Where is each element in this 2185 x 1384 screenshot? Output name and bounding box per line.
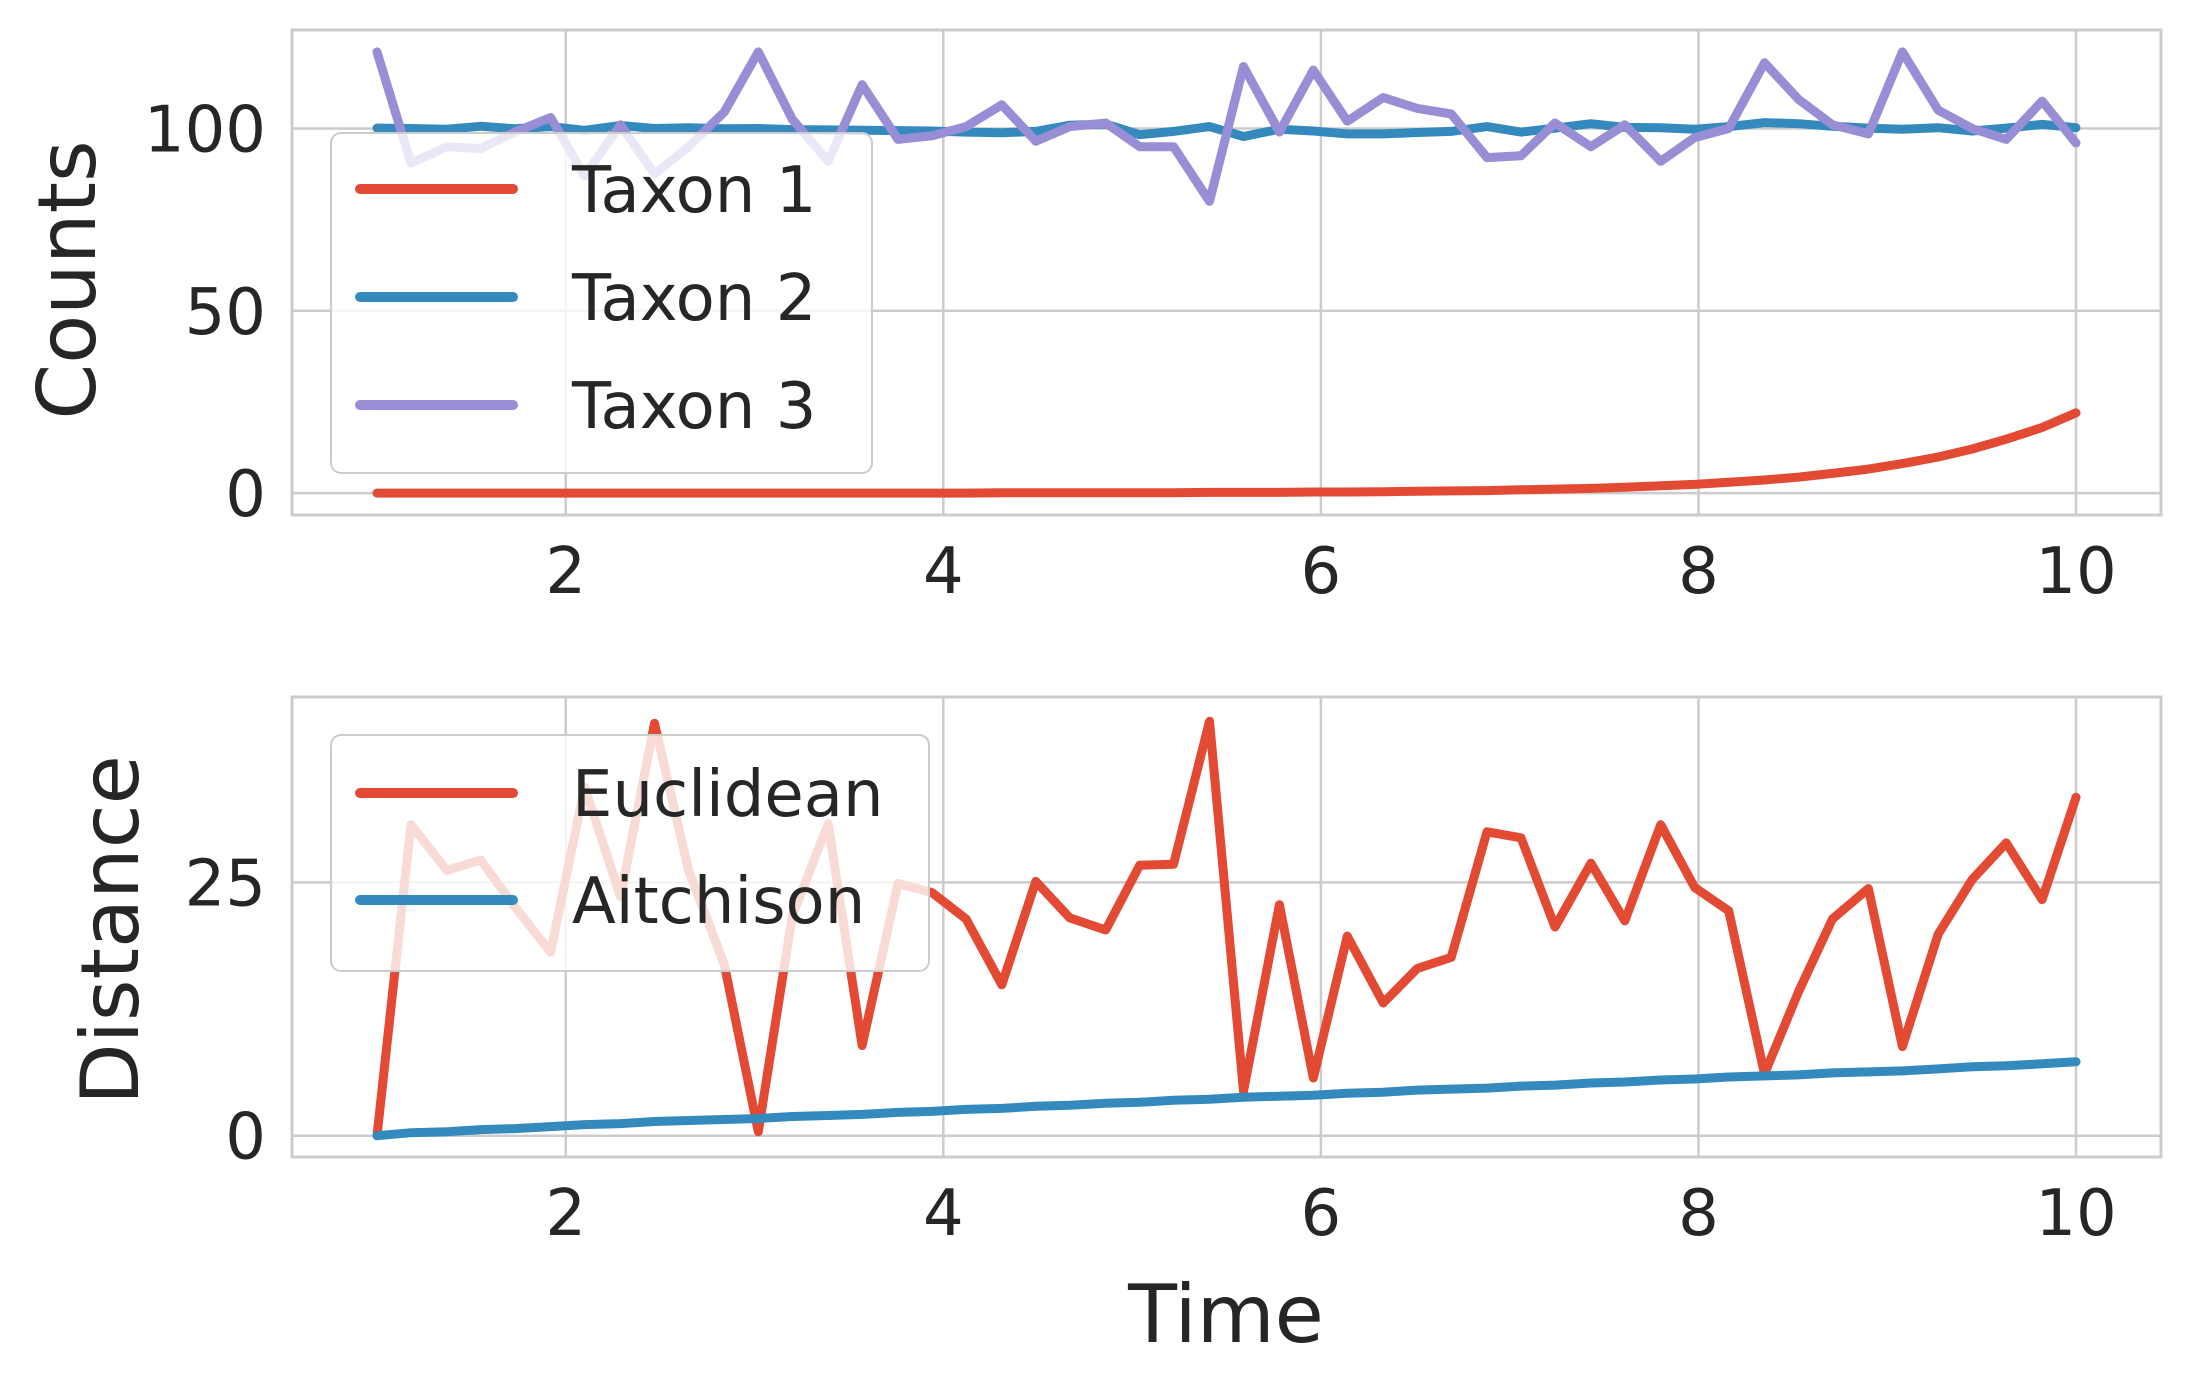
counts-frame xyxy=(290,28,2163,517)
distance-x-tick-label: 4 xyxy=(923,1177,964,1251)
counts-y-tick-label: 50 xyxy=(185,276,266,350)
counts-x-tick-label: 10 xyxy=(2035,535,2116,609)
counts-panel: 2 4 6 8 10 0 50 100 Counts Taxon 1 Taxon 2 Tax… xyxy=(21,28,2163,609)
counts-y-tick-label: 0 xyxy=(225,458,266,532)
counts-x-tick-label: 8 xyxy=(1678,535,1719,609)
legend-label-aitchison: Aitchison xyxy=(572,865,865,939)
distance-y-tick-label: 0 xyxy=(225,1101,266,1175)
legend-label-euclidean: Euclidean xyxy=(572,758,884,832)
legend-label-taxon-3: Taxon 3 xyxy=(571,370,816,444)
counts-x-tick-label: 2 xyxy=(545,535,586,609)
counts-y-tick-label: 100 xyxy=(144,93,266,167)
distance-y-axis-label: Distance xyxy=(64,755,157,1105)
distance-y-ticks: 0 25 xyxy=(185,847,266,1174)
counts-legend-box xyxy=(330,132,873,474)
counts-y-ticks: 0 50 100 xyxy=(144,93,266,532)
counts-y-axis-label: Counts xyxy=(21,140,114,419)
distance-x-tick-label: 2 xyxy=(545,1177,586,1251)
distance-frame xyxy=(290,695,2163,1159)
counts-x-tick-label: 4 xyxy=(923,535,964,609)
distance-legend: Euclidean Aitchison xyxy=(330,734,930,972)
distance-x-tick-label: 8 xyxy=(1678,1177,1719,1251)
series-line-aitchison xyxy=(372,1057,2081,1141)
legend-label-taxon-2: Taxon 2 xyxy=(571,262,816,336)
series-line-taxon-1 xyxy=(372,408,2081,498)
distance-x-tick-label: 6 xyxy=(1301,1177,1342,1251)
distance-x-ticks: 2 4 6 8 10 xyxy=(545,1177,2116,1251)
counts-legend: Taxon 1 Taxon 2 Taxon 3 xyxy=(330,132,873,474)
legend-label-taxon-1: Taxon 1 xyxy=(571,154,816,228)
counts-x-tick-label: 6 xyxy=(1301,535,1342,609)
distance-x-tick-label: 10 xyxy=(2035,1177,2116,1251)
counts-x-ticks: 2 4 6 8 10 xyxy=(545,535,2116,609)
distance-x-axis-label: Time xyxy=(1127,1268,1324,1361)
distance-panel: 2 4 6 8 10 0 25 Distance Time Euclidean Aitch… xyxy=(64,695,2163,1361)
distance-y-tick-label: 25 xyxy=(185,847,266,921)
